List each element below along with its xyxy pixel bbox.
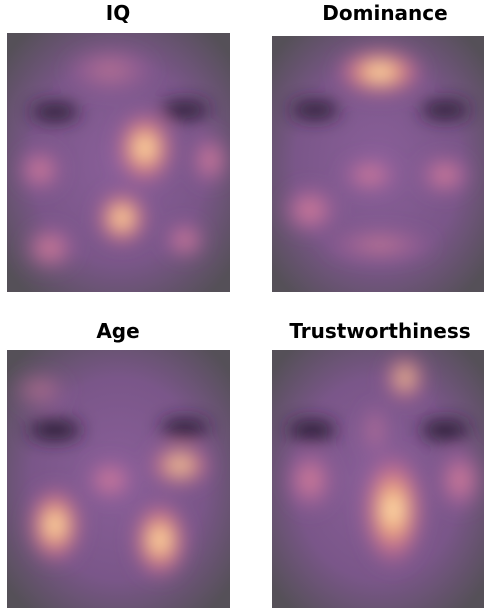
panel-title: Dominance bbox=[322, 1, 447, 25]
heatmap bbox=[7, 350, 230, 608]
heatmap bbox=[7, 33, 230, 292]
heatmap bbox=[272, 36, 484, 292]
heatmap bbox=[272, 350, 484, 608]
panel-title: Trustworthiness bbox=[289, 319, 470, 343]
panel-title: IQ bbox=[106, 1, 130, 25]
panel-title: Age bbox=[96, 319, 139, 343]
